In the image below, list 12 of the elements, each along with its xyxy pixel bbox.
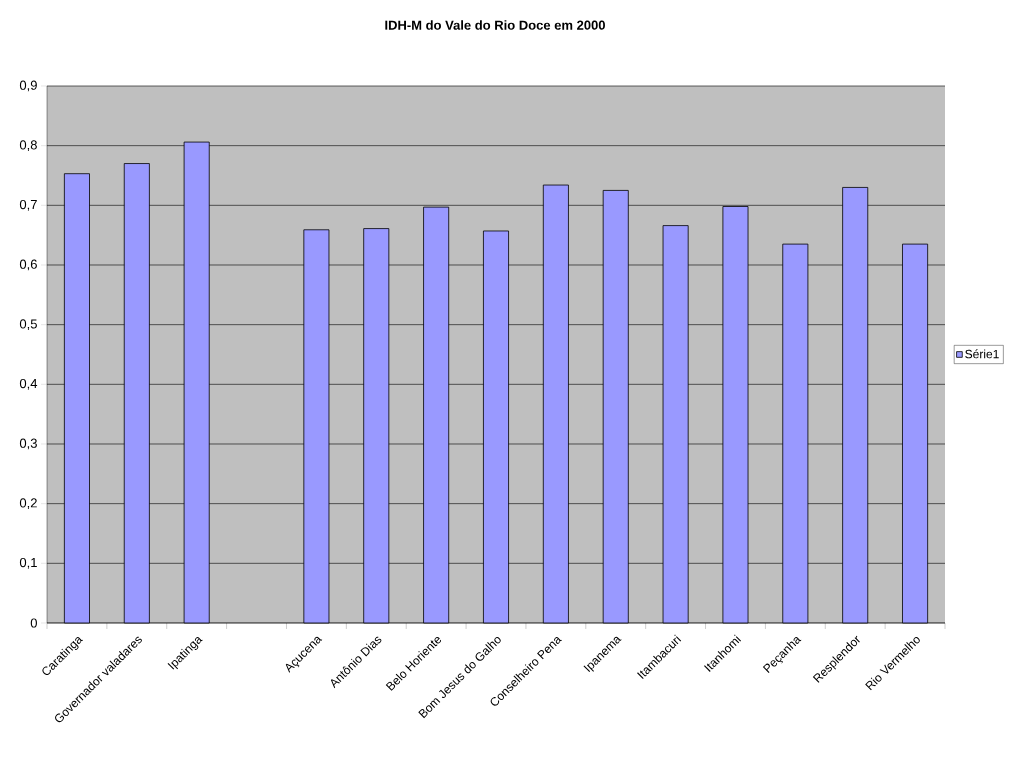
y-tick-label: 0 xyxy=(30,618,37,628)
y-tick-label: 0,1 xyxy=(19,557,37,569)
y-tick-label: 0,6 xyxy=(19,259,37,271)
y-tick-label: 0,3 xyxy=(19,438,37,450)
chart-title: IDH-M do Vale do Rio Doce em 2000 xyxy=(385,20,605,30)
y-tick-label: 0,4 xyxy=(19,378,38,390)
y-tick-label: 0,7 xyxy=(19,199,37,211)
legend-label: Série1 xyxy=(965,349,999,359)
y-tick-label: 0,2 xyxy=(19,498,37,510)
y-tick-label: 0,9 xyxy=(19,80,37,92)
y-tick-label: 0,5 xyxy=(19,319,37,331)
y-tick-label: 0,8 xyxy=(19,140,37,152)
